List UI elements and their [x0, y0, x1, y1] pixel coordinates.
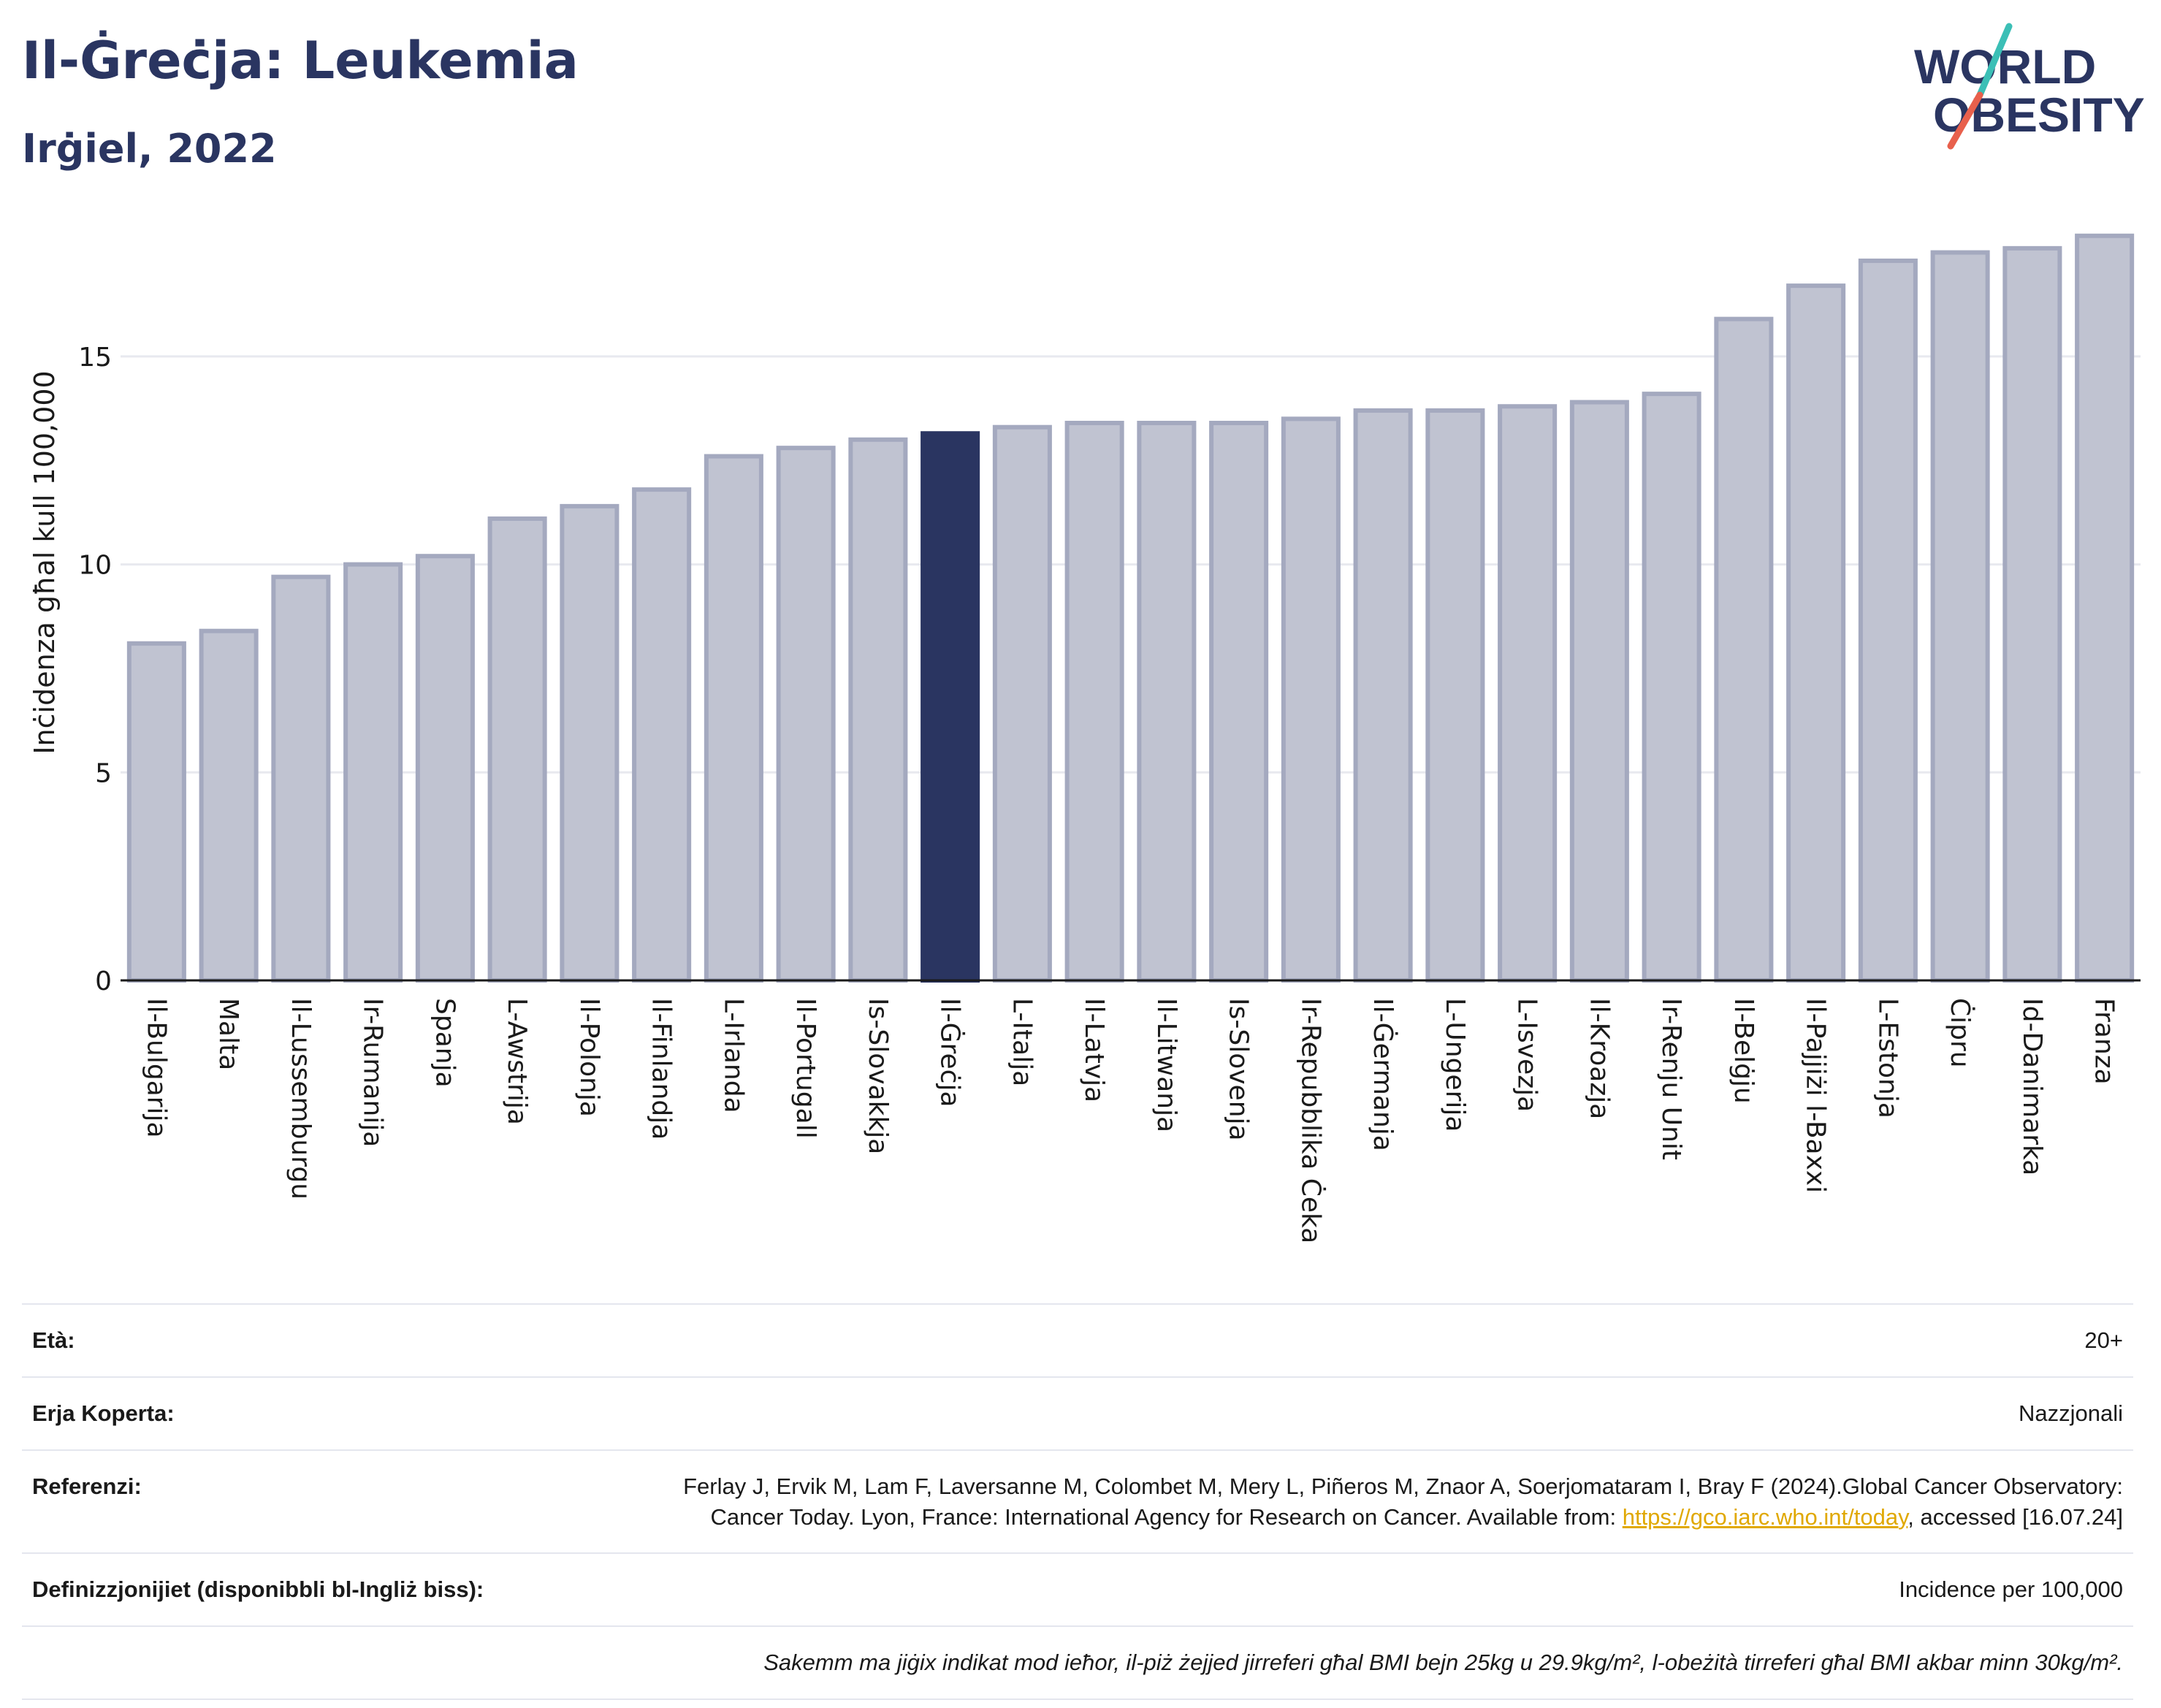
x-tick-label: Ċipru [1945, 998, 1975, 1068]
age-label: Età: [32, 1327, 75, 1353]
x-tick-label: Il-Kroazja [1584, 998, 1614, 1119]
definitions-label: Definizzjonijiet (disponibbli bl-Ingliż … [32, 1577, 484, 1603]
area-value: Nazzjonali [2018, 1400, 2123, 1426]
logo-slash-red [1947, 91, 1983, 150]
footnote: Sakemm ma jiġix indikat mod ieħor, il-pi… [763, 1650, 2123, 1676]
bar [560, 503, 620, 983]
x-tick-label: L-Italja [1007, 998, 1037, 1086]
bar [415, 554, 475, 983]
y-axis-label: Inċidenza għal kull 100,000 [28, 370, 61, 754]
x-tick-label: Il-Finlandja [647, 998, 676, 1140]
x-tick-labels: Il-Bulgarija Malta Il-Lussemburgu Ir-Rumani… [141, 998, 2119, 1243]
x-tick-label: L-Awstrija [502, 998, 532, 1125]
bar [848, 437, 908, 983]
bar [992, 424, 1052, 983]
bar [1786, 283, 1846, 983]
x-tick-label: L-Irlanda [718, 998, 748, 1113]
y-tick-label: 5 [95, 758, 112, 788]
chart-title: Il-Ġreċja: Leukemia [22, 31, 579, 91]
x-tick-label: Spanja [430, 998, 460, 1088]
x-tick-label: L-Estonja [1872, 998, 1902, 1118]
bar [1498, 404, 1558, 983]
bars [121, 233, 2141, 983]
x-tick-label: Ir-Rumanija [358, 998, 388, 1147]
bar [1569, 400, 1629, 983]
bar [1064, 421, 1124, 983]
bar [704, 454, 763, 983]
info-row-note: Sakemm ma jiġix indikat mod ieħor, il-pi… [22, 1626, 2133, 1700]
area-label: Erja Koperta: [32, 1400, 175, 1426]
x-tick-label: L-Ungerija [1440, 998, 1470, 1132]
bar [1642, 392, 1701, 983]
bar-chart: 0 5 10 15 Il-Bulgarija Malta Il-Lussemburgu Ir… [28, 233, 2141, 1243]
world-obesity-logo: WORLD OBESITY [1914, 23, 2145, 150]
info-table: Età: 20+ Erja Koperta: Nazzjonali Refere… [22, 1303, 2133, 1700]
info-row-reference: Referenzi: Ferlay J, Ervik M, Lam F, Lav… [22, 1449, 2133, 1554]
chart-subtitle: Irġiel, 2022 [22, 126, 277, 172]
y-tick-label: 0 [95, 967, 112, 996]
reference-link[interactable]: https://gco.iarc.who.int/today [1622, 1503, 1908, 1530]
age-value: 20+ [2084, 1327, 2123, 1353]
x-tick-label: Is-Slovakkja [863, 998, 893, 1154]
bar [487, 516, 547, 983]
bar [2002, 245, 2062, 983]
bar [126, 641, 186, 983]
bar [271, 574, 331, 983]
logo-line1: WORLD [1914, 39, 2096, 94]
info-row-definitions: Definizzjonijiet (disponibbli bl-Ingliż … [22, 1553, 2133, 1626]
x-tick-label: Ir-Repubblika Ċeka [1295, 998, 1326, 1243]
bar [199, 628, 259, 983]
bar [1930, 250, 1990, 983]
definitions-value: Incidence per 100,000 [1899, 1577, 2123, 1603]
logo-slash-teal [1976, 23, 2013, 99]
x-tick-label: Il-Latvja [1079, 998, 1109, 1102]
x-tick-label: Il-Ġermanja [1368, 998, 1398, 1151]
bar [632, 487, 692, 983]
y-tick-labels: 0 5 10 15 [78, 343, 112, 996]
info-row-area: Erja Koperta: Nazzjonali [22, 1376, 2133, 1450]
bar [1714, 316, 1774, 983]
info-row-age: Età: 20+ [22, 1304, 2133, 1377]
x-tick-label: Il-Ġreċja [935, 998, 966, 1107]
x-tick-label: Il-Lussemburgu [286, 998, 316, 1200]
bar [1137, 421, 1197, 983]
x-tick-label: Franza [2089, 998, 2119, 1085]
reference-label: Referenzi: [32, 1473, 142, 1499]
reference-text: Ferlay J, Ervik M, Lam F, Laversanne M, … [683, 1473, 2123, 1530]
x-tick-label: Il-Portugall [790, 998, 820, 1139]
bar [2075, 233, 2135, 983]
bar-highlighted [921, 431, 980, 983]
x-tick-label: Id-Danimarka [2017, 998, 2047, 1175]
bar [1858, 258, 1918, 983]
x-tick-label: Il-Belġju [1729, 998, 1758, 1104]
x-tick-label: Is-Slovenja [1224, 998, 1254, 1141]
x-tick-label: Malta [213, 998, 243, 1070]
reference-accessed: , accessed [16.07.24] [1907, 1503, 2123, 1530]
x-tick-label: Ir-Renju Unit [1656, 998, 1686, 1160]
bar [1209, 421, 1269, 983]
bar [1281, 416, 1341, 983]
x-tick-label: L-Isvezja [1512, 998, 1542, 1112]
bar [1353, 408, 1413, 983]
y-tick-label: 15 [78, 343, 112, 373]
x-tick-label: Il-Litwanja [1151, 998, 1181, 1132]
bar [776, 446, 836, 983]
x-tick-label: Il-Polonja [574, 998, 604, 1117]
y-tick-label: 10 [78, 551, 112, 581]
reference-value: Ferlay J, Ervik M, Lam F, Laversanne M, … [627, 1450, 2133, 1554]
bar [343, 562, 403, 983]
x-tick-label: Il-Bulgarija [141, 998, 171, 1138]
x-tick-label: Il-Pajjiżi l-Baxxi [1801, 998, 1831, 1193]
bar [1425, 408, 1485, 983]
